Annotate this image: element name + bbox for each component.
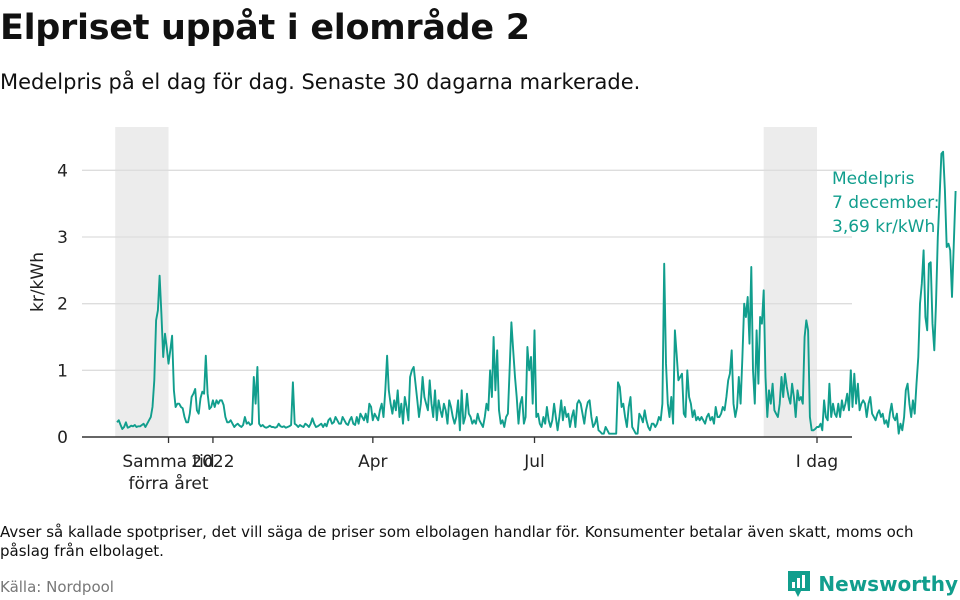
annotation-line: Medelpris bbox=[832, 169, 915, 189]
annotation-line: 3,69 kr/kWh bbox=[832, 217, 935, 237]
y-axis-ticks: 0 1 2 3 4 bbox=[57, 161, 68, 448]
chart-subtitle: Medelpris på el dag för dag. Senaste 30 … bbox=[0, 70, 641, 94]
highlight-bands bbox=[115, 127, 817, 437]
brand-name: Newsworthy bbox=[818, 572, 958, 596]
newsworthy-icon bbox=[788, 571, 811, 597]
y-tick-label: 3 bbox=[57, 228, 68, 248]
price-series-line bbox=[116, 150, 957, 435]
brand-logo: Newsworthy bbox=[786, 569, 958, 599]
x-tick-label: Jul bbox=[523, 452, 545, 472]
x-tick-label: 2022 bbox=[191, 452, 234, 472]
y-tick-label: 4 bbox=[57, 161, 68, 181]
annotation-line: 7 december: bbox=[832, 193, 940, 213]
gridlines bbox=[82, 169, 852, 371]
source-credit: Källa: Nordpool bbox=[0, 578, 114, 596]
y-tick-label: 0 bbox=[57, 428, 68, 448]
chart-title: Elpriset uppåt i elområde 2 bbox=[0, 8, 530, 48]
footnote: Avser så kallade spotpriser, det vill sä… bbox=[0, 523, 914, 560]
x-tick-label: Samma tid förra året bbox=[122, 452, 214, 494]
x-tick-label: Apr bbox=[358, 452, 387, 472]
y-tick-label: 2 bbox=[57, 295, 68, 315]
y-tick-label: 1 bbox=[57, 361, 68, 381]
latest-price-annotation: Medelpris 7 december: 3,69 kr/kWh bbox=[832, 169, 940, 237]
x-tick-label: I dag bbox=[796, 452, 838, 472]
y-axis-label: kr/kWh bbox=[28, 252, 48, 312]
